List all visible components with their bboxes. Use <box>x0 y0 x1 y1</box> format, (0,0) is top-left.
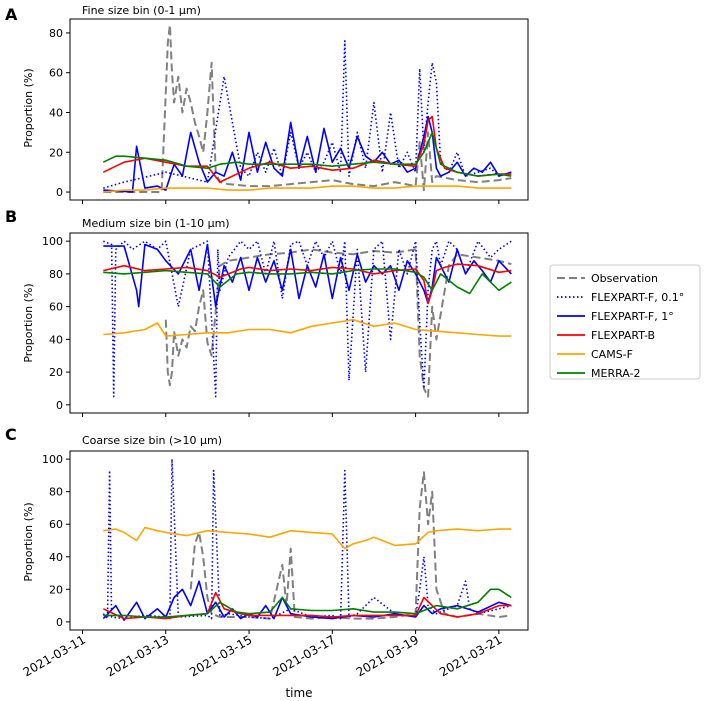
legend-frame <box>549 264 701 380</box>
series-line-cams-f <box>103 526 512 550</box>
y-tick-label: 60 <box>49 518 63 531</box>
series-line-merra-2 <box>102 131 512 177</box>
y-tick-label: 0 <box>56 186 63 199</box>
panel-c-ylabel: Proportion (%) <box>22 502 35 581</box>
series-line-flexpart-b <box>103 263 512 305</box>
y-tick-label: 80 <box>49 27 63 40</box>
x-tick-label: 2021-03-13 <box>104 632 171 679</box>
y-tick-label: 100 <box>42 235 63 248</box>
series-line-flexpart-f-0-1 <box>103 40 512 189</box>
panel-a-title: Fine size bin (0-1 µm) <box>82 4 201 17</box>
y-tick-label: 20 <box>49 583 63 596</box>
panel-a: A Fine size bin (0-1 µm) Proportion (%) … <box>5 4 529 204</box>
panel-letter-c: C <box>5 425 17 444</box>
legend-label: MERRA-2 <box>591 367 641 380</box>
legend-label: FLEXPART-F, 1° <box>591 310 674 323</box>
series-group <box>102 458 512 622</box>
panel-b-ylabel: Proportion (%) <box>22 283 35 362</box>
series-line-flexpart-f-1 <box>103 243 512 308</box>
panel-c-title: Coarse size bin (>10 µm) <box>82 434 222 447</box>
y-tick-label: 100 <box>42 453 63 466</box>
panel-letter-b: B <box>5 207 17 226</box>
legend-label: CAMS-F <box>591 348 633 361</box>
series-group <box>103 240 512 398</box>
x-tick-label: 2021-03-15 <box>187 632 254 679</box>
legend-items: Observation FLEXPART-F, 0.1° FLEXPART-F, 1… <box>557 272 684 380</box>
y-tick-label: 0 <box>56 616 63 629</box>
legend-label: Observation <box>591 272 658 285</box>
axes-frame <box>69 18 529 201</box>
panel-b: B Medium size bin (1-10 µm) Proportion (… <box>5 207 529 417</box>
x-tick-label: 2021-03-21 <box>437 632 504 679</box>
y-tick-label: 80 <box>49 486 63 499</box>
panel-a-ylabel: Proportion (%) <box>22 68 35 147</box>
series-line-merra-2 <box>103 588 512 618</box>
y-tick-label: 40 <box>49 333 63 346</box>
series-line-flexpart-f-0-1 <box>103 240 512 398</box>
axes-frame <box>69 232 529 414</box>
x-tick-label: 2021-03-19 <box>354 632 421 679</box>
y-tick-label: 0 <box>56 399 63 412</box>
y-tick-label: 60 <box>49 301 63 314</box>
x-tick-label: 2021-03-11 <box>21 632 88 679</box>
x-axis-label: time <box>285 686 312 700</box>
y-tick-label: 20 <box>49 146 63 159</box>
panel-a-plot-area: 0 20 40 60 80 <box>49 18 529 204</box>
legend-label: FLEXPART-F, 0.1° <box>591 291 684 304</box>
series-line-flexpart-f-0-1 <box>102 458 512 620</box>
panel-b-plot-area: 0 20 40 60 80 100 <box>42 232 529 417</box>
panel-c-plot-area: 0 20 40 60 80 100 <box>42 450 529 634</box>
panel-letter-a: A <box>5 5 18 24</box>
x-tick-label: 2021-03-17 <box>270 632 337 679</box>
x-tick-labels: 2021-03-11 2021-03-13 2021-03-15 2021-03-17… <box>21 632 505 679</box>
series-line-cams-f <box>103 318 512 337</box>
legend: Observation FLEXPART-F, 0.1° FLEXPART-F, 1… <box>549 264 701 380</box>
panel-c: C Coarse size bin (>10 µm) Proportion (%… <box>5 425 529 634</box>
series-group <box>102 24 512 193</box>
series-line-flexpart-f-1 <box>102 580 512 622</box>
axes-frame <box>69 450 529 631</box>
series-line-cams-f <box>103 185 512 193</box>
y-tick-label: 40 <box>49 106 63 119</box>
y-tick-label: 40 <box>49 551 63 564</box>
panel-b-title: Medium size bin (1-10 µm) <box>82 217 230 230</box>
series-line-flexpart-f-1 <box>103 115 512 193</box>
legend-label: FLEXPART-B <box>591 329 655 342</box>
y-tick-label: 80 <box>49 268 63 281</box>
y-tick-label: 60 <box>49 67 63 80</box>
series-line-merra-2 <box>103 268 512 295</box>
y-tick-label: 20 <box>49 366 63 379</box>
